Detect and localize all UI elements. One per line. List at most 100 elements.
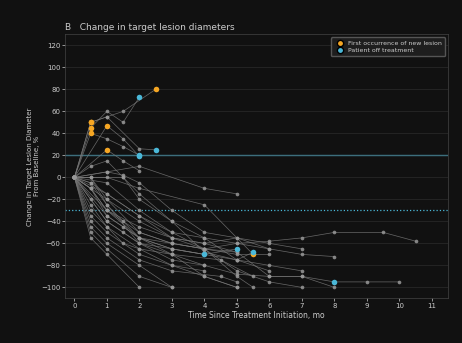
Point (103, 158, 110, 164)
Point (168, 246, 176, 252)
Point (87, 186, 94, 191)
Point (71, 175, 78, 180)
Point (168, 235, 176, 241)
Point (87, 230, 94, 235)
Point (249, 249, 257, 255)
Point (136, 246, 143, 252)
Point (136, 208, 143, 213)
Point (71, 175, 78, 180)
Point (71, 175, 78, 180)
Point (103, 230, 110, 235)
Point (136, 241, 143, 246)
Point (120, 241, 127, 246)
Point (71, 175, 78, 180)
Point (233, 285, 241, 290)
Point (412, 238, 419, 244)
Point (233, 246, 241, 252)
Point (87, 208, 94, 213)
Point (168, 230, 176, 235)
Point (103, 252, 110, 257)
Point (87, 224, 94, 229)
Point (87, 120, 94, 125)
Point (136, 168, 143, 174)
Point (201, 274, 208, 279)
Point (71, 175, 78, 180)
Point (71, 175, 78, 180)
Point (120, 173, 127, 178)
Point (87, 186, 94, 191)
Point (136, 213, 143, 218)
Point (168, 252, 176, 257)
Point (249, 285, 257, 290)
Point (298, 274, 305, 279)
Point (120, 158, 127, 164)
Text: B   Change in target lesion diameters: B Change in target lesion diameters (65, 23, 234, 32)
Point (103, 208, 110, 213)
Legend: First occurrence of new lesion, Patient off treatment: First occurrence of new lesion, Patient … (330, 37, 445, 56)
Point (71, 175, 78, 180)
Point (233, 257, 241, 263)
Point (331, 230, 338, 235)
Point (201, 235, 208, 241)
Point (71, 175, 78, 180)
Point (103, 246, 110, 252)
Point (87, 164, 94, 169)
Point (233, 271, 241, 277)
Point (249, 252, 257, 257)
Point (233, 257, 241, 263)
Point (201, 268, 208, 274)
Point (266, 238, 273, 244)
Point (379, 230, 387, 235)
Point (136, 263, 143, 268)
Point (233, 249, 241, 255)
Point (233, 268, 241, 274)
Point (298, 268, 305, 274)
Point (87, 180, 94, 186)
Point (136, 146, 143, 152)
Point (201, 235, 208, 241)
Point (87, 175, 94, 180)
Point (136, 246, 143, 252)
Point (71, 175, 78, 180)
Point (71, 175, 78, 180)
Point (233, 252, 241, 257)
Point (103, 213, 110, 218)
Point (331, 254, 338, 259)
Point (120, 136, 127, 142)
Point (71, 175, 78, 180)
Point (168, 208, 176, 213)
Point (120, 175, 127, 180)
Point (136, 257, 143, 263)
Point (136, 153, 143, 158)
Point (201, 252, 208, 257)
Point (298, 246, 305, 252)
Point (136, 213, 143, 218)
Point (103, 169, 110, 175)
Point (136, 154, 143, 159)
Point (233, 235, 241, 241)
Point (298, 252, 305, 257)
Point (136, 191, 143, 197)
X-axis label: Time Since Treatment Initiation, mo: Time Since Treatment Initiation, mo (188, 311, 325, 320)
Point (103, 218, 110, 224)
Point (168, 241, 176, 246)
Point (136, 230, 143, 235)
Point (103, 114, 110, 120)
Point (103, 197, 110, 202)
Point (71, 175, 78, 180)
Point (298, 274, 305, 279)
Point (233, 274, 241, 279)
Point (71, 175, 78, 180)
Point (103, 109, 110, 114)
Point (71, 175, 78, 180)
Point (136, 235, 143, 241)
Point (103, 202, 110, 208)
Point (71, 175, 78, 180)
Point (120, 120, 127, 125)
Point (87, 213, 94, 218)
Y-axis label: Change in Target Lesion Diameter
From Baseline, %: Change in Target Lesion Diameter From Ba… (27, 107, 40, 226)
Point (103, 213, 110, 218)
Point (87, 180, 94, 186)
Point (120, 109, 127, 114)
Point (120, 144, 127, 149)
